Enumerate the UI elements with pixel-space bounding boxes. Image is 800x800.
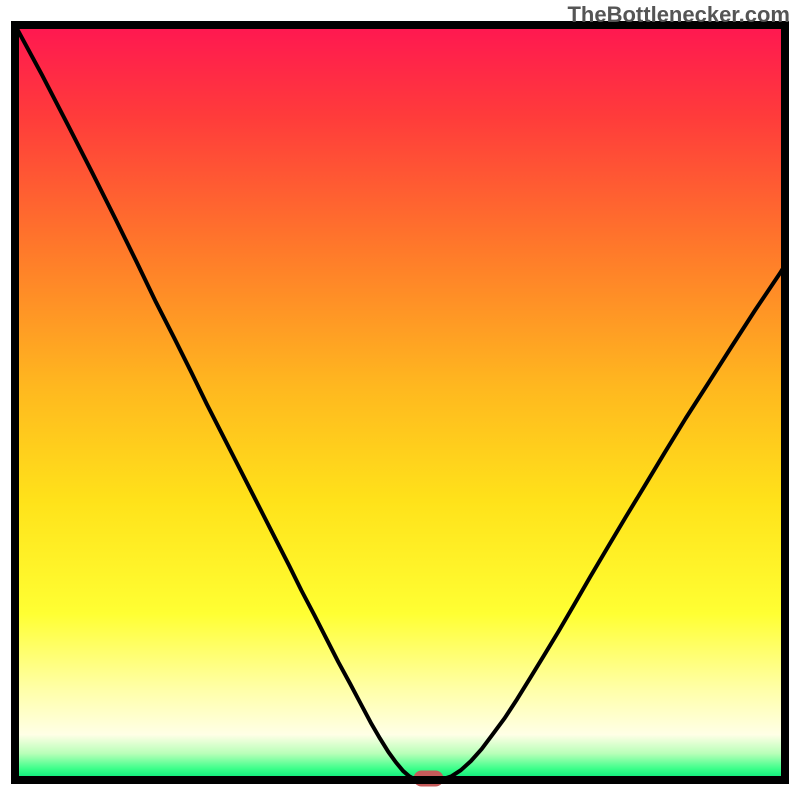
- watermark-text: TheBottlenecker.com: [567, 2, 790, 28]
- plot-background: [15, 25, 785, 780]
- bottleneck-chart: [0, 0, 800, 800]
- chart-container: TheBottlenecker.com: [0, 0, 800, 800]
